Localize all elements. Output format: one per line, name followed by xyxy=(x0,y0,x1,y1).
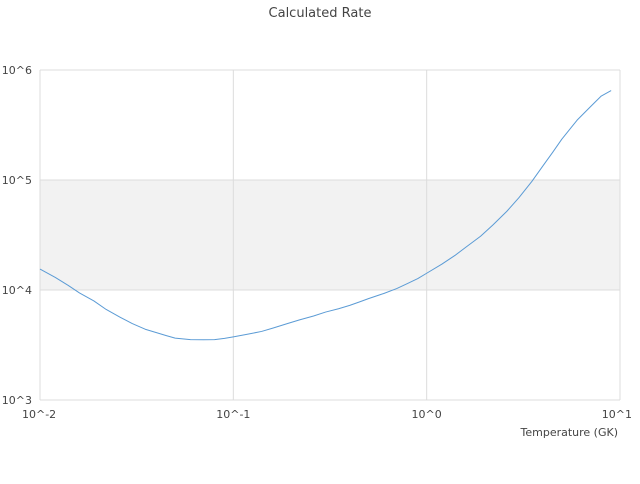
x-tick-label: 10^-2 xyxy=(22,408,56,421)
x-axis-label: Temperature (GK) xyxy=(520,426,619,439)
y-tick-label: 10^6 xyxy=(2,64,32,77)
chart-title: Calculated Rate xyxy=(269,6,372,21)
plot-area: 10^3 10^4 10^5 10^6 10^-2 10^-1 10^0 10^1 xyxy=(2,64,632,421)
y-tick-label: 10^5 xyxy=(2,174,32,187)
shaded-band xyxy=(40,180,620,290)
series-line xyxy=(39,90,612,341)
y-tick-label: 10^3 xyxy=(2,394,32,407)
y-tick-label: 10^4 xyxy=(2,284,32,297)
x-tick-label: 10^1 xyxy=(602,408,632,421)
x-tick-label: 10^0 xyxy=(412,408,442,421)
x-tick-label: 10^-1 xyxy=(216,408,250,421)
